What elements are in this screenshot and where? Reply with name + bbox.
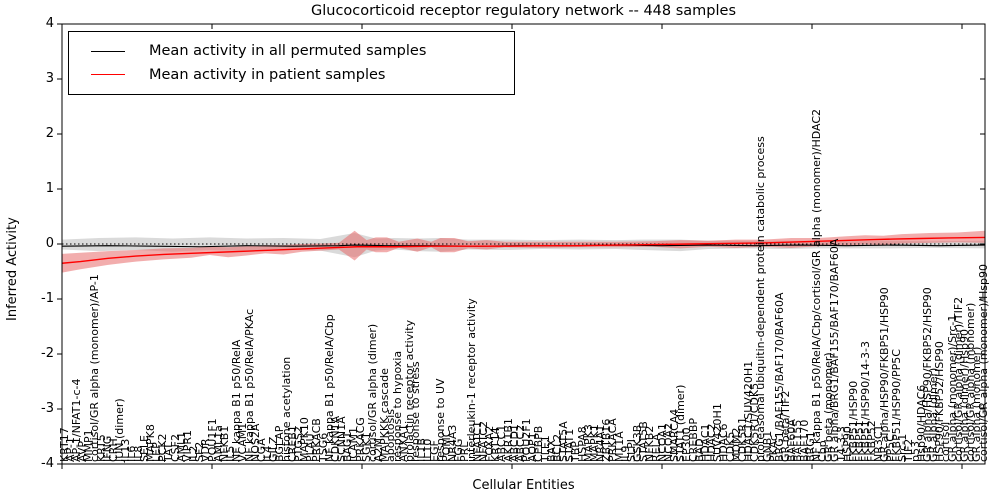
legend-item-permuted: Mean activity in all permuted samples bbox=[69, 43, 514, 59]
y-tick-label: 0 bbox=[45, 236, 54, 251]
y-tick-label: -1 bbox=[41, 291, 54, 306]
y-tick-label: -2 bbox=[41, 346, 54, 361]
y-tick-label: 4 bbox=[45, 16, 54, 31]
patient-line-swatch bbox=[91, 74, 125, 76]
y-tick-label: 2 bbox=[45, 126, 54, 141]
legend-item-patient: Mean activity in patient samples bbox=[69, 67, 514, 83]
legend-box: Mean activity in all permuted samples Me… bbox=[68, 31, 515, 95]
y-tick-label: 1 bbox=[45, 181, 54, 196]
chart-title: Glucocorticoid receptor regulatory netwo… bbox=[311, 3, 736, 19]
patient-mean-line bbox=[61, 236, 986, 264]
legend-label-permuted: Mean activity in all permuted samples bbox=[149, 43, 427, 60]
permuted-line-swatch bbox=[91, 50, 125, 52]
y-tick-label: 3 bbox=[45, 71, 54, 86]
legend-label-patient: Mean activity in patient samples bbox=[149, 66, 386, 83]
x-tick-label: cortisol/GR alpha (monomer)/Hsp90 bbox=[976, 264, 990, 462]
y-tick-label: -3 bbox=[41, 401, 54, 416]
x-axis-label: Cellular Entities bbox=[472, 478, 575, 493]
x-tick-label: proteasomal ubiquitin-dependent protein … bbox=[754, 136, 768, 462]
y-tick-label: -4 bbox=[41, 456, 54, 471]
patient-band bbox=[62, 230, 985, 273]
